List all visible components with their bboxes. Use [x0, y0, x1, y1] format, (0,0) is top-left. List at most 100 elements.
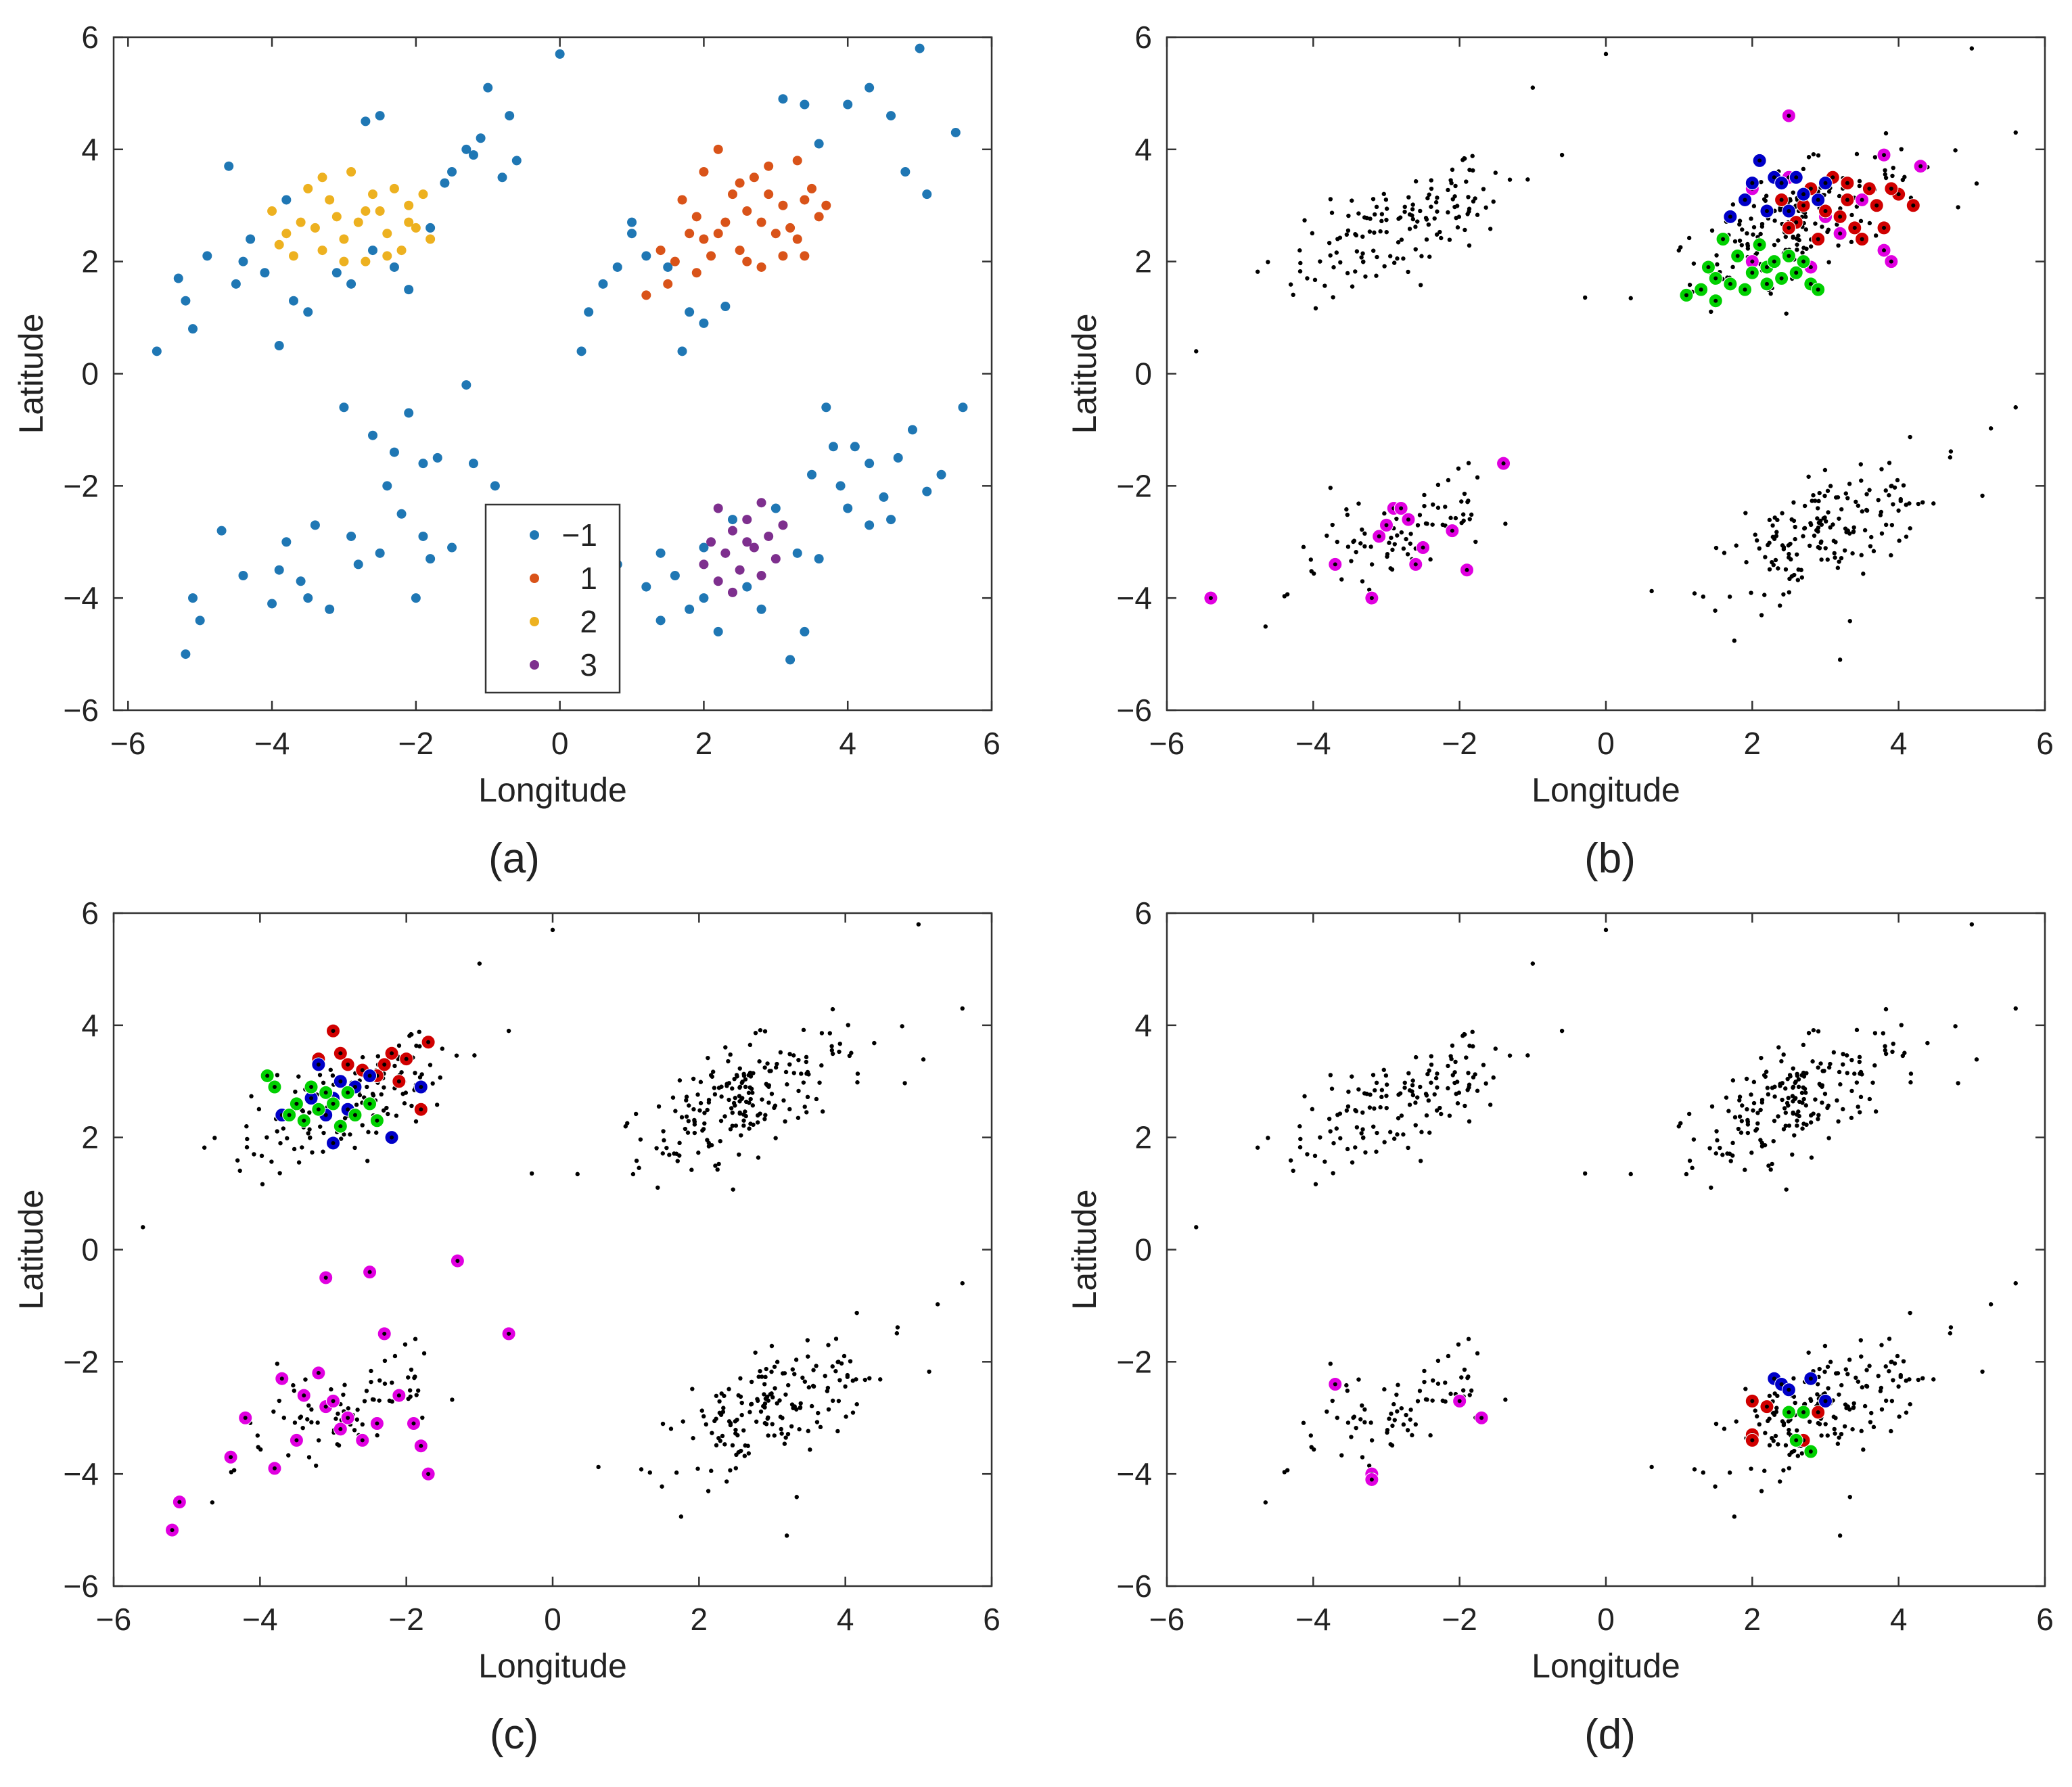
background-point [1859, 1429, 1864, 1433]
x-tick-label-b: 0 [1597, 726, 1615, 761]
background-point [1813, 498, 1818, 503]
y-axis-label-c: Latitude [12, 1190, 50, 1310]
background-point [1791, 1084, 1796, 1090]
data-point-−1 [800, 99, 810, 110]
background-point [1791, 1110, 1795, 1115]
background-point [386, 1111, 390, 1117]
background-point [735, 1433, 740, 1438]
background-point [1904, 534, 1909, 539]
y-tick-label-d: 2 [1134, 1120, 1152, 1155]
background-point [1803, 214, 1808, 219]
highlight-point-center [346, 1062, 350, 1067]
data-point-−1 [865, 520, 875, 530]
background-point [719, 1391, 724, 1396]
background-point [1857, 1059, 1862, 1065]
background-point [1413, 1054, 1419, 1060]
background-point [1824, 519, 1828, 524]
background-point [770, 1395, 775, 1400]
background-point [737, 1110, 742, 1115]
data-point-−1 [655, 548, 666, 558]
background-point [360, 1123, 365, 1128]
background-point [1701, 594, 1705, 599]
data-point-−1 [778, 94, 788, 104]
background-point [1362, 1420, 1367, 1424]
background-point [763, 1113, 768, 1117]
background-point [1401, 546, 1406, 551]
background-point [1822, 1343, 1828, 1349]
background-point [672, 1151, 676, 1156]
data-point-−1 [511, 156, 522, 166]
background-point [1811, 492, 1816, 498]
background-point [1353, 269, 1358, 274]
background-point [382, 1381, 388, 1386]
background-point [1734, 543, 1739, 548]
background-point [1263, 624, 1268, 629]
background-point [1709, 228, 1715, 233]
background-point [1781, 1052, 1786, 1057]
background-point [1762, 1142, 1768, 1148]
background-point [764, 1366, 768, 1372]
background-point [235, 1158, 240, 1163]
background-point [1745, 1130, 1751, 1136]
background-point [1439, 1111, 1444, 1117]
legend-label: −1 [562, 517, 597, 553]
background-point [1837, 1533, 1843, 1538]
background-point [342, 1116, 348, 1121]
background-point [1776, 1045, 1781, 1050]
background-point [661, 1129, 666, 1134]
points-b [1194, 46, 2018, 662]
background-point [674, 1470, 679, 1475]
background-point [1787, 1466, 1791, 1470]
highlight-point-center [1750, 1438, 1755, 1443]
background-point [1318, 1135, 1322, 1140]
background-point [827, 1031, 833, 1036]
background-point [1832, 1426, 1837, 1432]
data-point-−1 [663, 262, 673, 272]
data-point-2 [375, 206, 385, 216]
data-point-1 [670, 256, 680, 266]
background-point [1896, 1384, 1901, 1389]
highlight-point-center [426, 1040, 431, 1044]
background-point [1786, 1419, 1791, 1424]
background-point [1344, 507, 1349, 512]
data-point-−1 [375, 111, 385, 121]
highlight-point-center [360, 1068, 365, 1073]
background-point [1360, 1110, 1365, 1115]
background-point [1437, 229, 1442, 235]
background-point [1360, 1455, 1365, 1460]
background-point [1796, 1077, 1801, 1082]
background-point [1826, 1065, 1832, 1070]
background-point [743, 1084, 748, 1090]
background-point [1713, 1151, 1718, 1156]
background-point [1835, 1371, 1841, 1376]
background-point [409, 1367, 414, 1372]
background-point [1847, 482, 1852, 486]
background-point [1422, 1379, 1427, 1385]
highlight-point-center [1889, 186, 1893, 191]
background-point [1856, 1379, 1861, 1384]
background-point [739, 1400, 744, 1406]
highlight-point-center [331, 1140, 336, 1145]
background-point [794, 1407, 799, 1412]
background-point [1396, 1383, 1400, 1387]
background-point [1889, 1360, 1893, 1364]
highlight-point-center [1384, 523, 1389, 528]
background-point [733, 1123, 739, 1128]
data-point-−1 [814, 139, 824, 149]
background-point [1862, 1403, 1868, 1409]
background-point [1732, 639, 1737, 643]
background-point [814, 1364, 819, 1368]
background-point [1826, 1136, 1831, 1140]
background-point [1822, 1369, 1827, 1374]
data-point-−1 [807, 469, 817, 480]
background-point [1755, 538, 1759, 543]
background-point [1763, 1074, 1768, 1079]
background-point [804, 1071, 809, 1076]
background-point [1430, 1398, 1435, 1403]
background-point [1374, 204, 1379, 210]
background-point [760, 1097, 764, 1102]
background-point [1751, 1080, 1757, 1084]
legend-label: 2 [580, 604, 597, 639]
background-point [244, 1124, 249, 1129]
